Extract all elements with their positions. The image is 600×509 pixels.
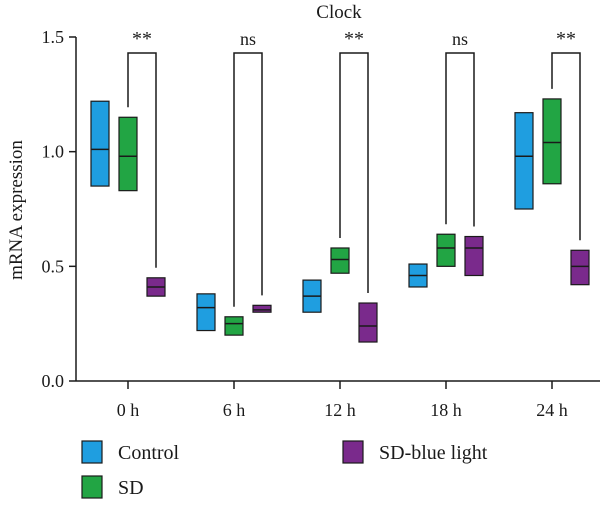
y-tick-label: 0.0 bbox=[42, 371, 65, 391]
box-sd-blue-light bbox=[570, 249, 590, 286]
significance-label: ** bbox=[556, 28, 576, 50]
y-tick-label: 0.5 bbox=[42, 256, 65, 276]
x-tick-label: 24 h bbox=[536, 400, 568, 420]
x-tick-label: 6 h bbox=[223, 400, 246, 420]
box-control bbox=[196, 293, 216, 332]
significance-label: ** bbox=[344, 28, 364, 50]
y-axis-label: mRNA expression bbox=[6, 140, 27, 280]
box-sd-blue-light bbox=[252, 304, 272, 313]
box-sd bbox=[330, 247, 350, 274]
legend-swatch bbox=[81, 440, 103, 464]
x-tick-label: 12 h bbox=[324, 400, 356, 420]
box-sd bbox=[436, 233, 456, 267]
significance-bracket bbox=[233, 52, 263, 307]
significance-bracket bbox=[551, 52, 581, 241]
legend-label: SD bbox=[118, 477, 144, 499]
box-sd-blue-light bbox=[358, 302, 378, 343]
box-sd bbox=[118, 116, 138, 192]
y-tick-label: 1.0 bbox=[42, 142, 65, 162]
significance-label: ** bbox=[132, 28, 152, 50]
significance-label: ns bbox=[240, 29, 256, 49]
box-sd-blue-light bbox=[464, 235, 484, 277]
box-sd bbox=[224, 316, 244, 336]
legend-label: Control bbox=[118, 442, 180, 464]
significance-label: ns bbox=[452, 29, 468, 49]
x-tick-label: 0 h bbox=[117, 400, 140, 420]
significance-bracket bbox=[339, 52, 369, 294]
box-control bbox=[90, 100, 110, 187]
x-tick-label: 18 h bbox=[430, 400, 462, 420]
legend-swatch bbox=[81, 475, 103, 499]
box-control bbox=[514, 112, 534, 210]
chart-title: Clock bbox=[316, 2, 362, 23]
legend-swatch bbox=[342, 440, 364, 464]
significance-bracket bbox=[127, 52, 157, 268]
legend-label: SD-blue light bbox=[379, 442, 488, 464]
box-sd bbox=[542, 98, 562, 185]
y-tick-label: 1.5 bbox=[42, 27, 65, 47]
significance-bracket bbox=[445, 52, 475, 227]
